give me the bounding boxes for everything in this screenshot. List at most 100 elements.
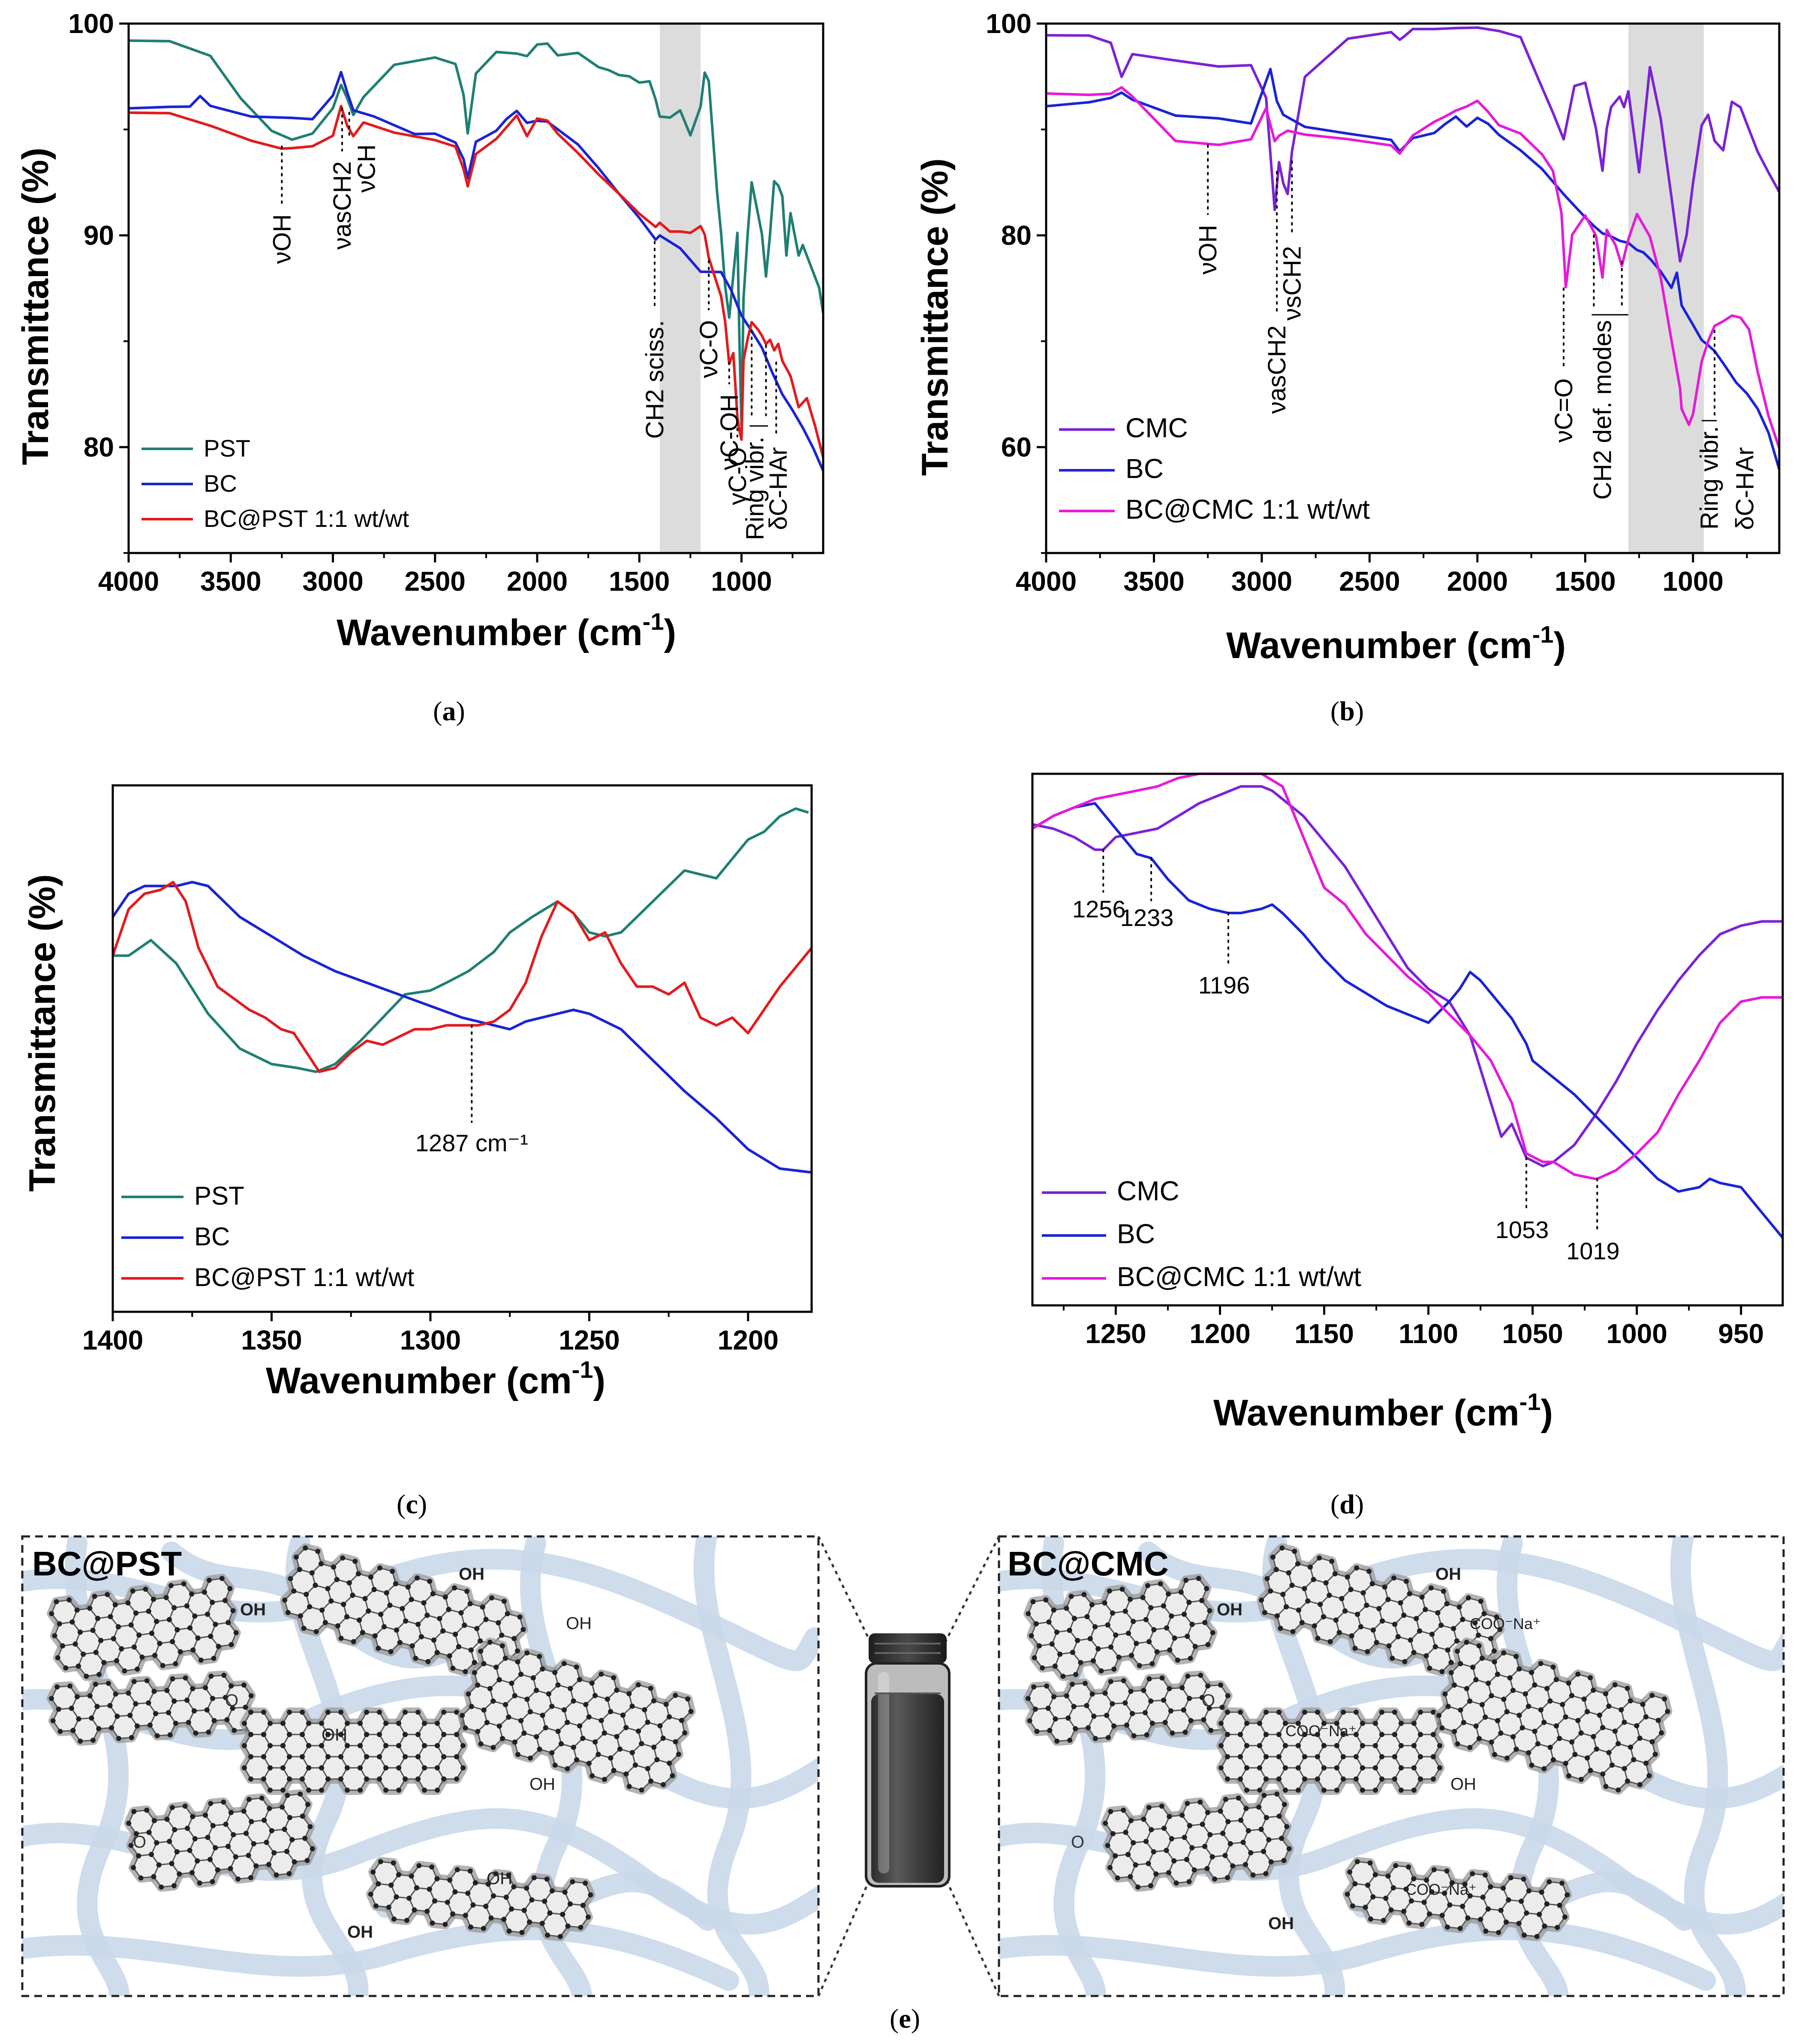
- x-tick-label: 1500: [1555, 566, 1615, 597]
- bc-cmc-title: BC@CMC: [1008, 1545, 1169, 1583]
- x-tick-label: 1300: [400, 1325, 461, 1356]
- graphene-flake: [1023, 1670, 1234, 1746]
- x-tick-label: 1250: [559, 1325, 620, 1356]
- annotation-label: νC=O: [1550, 378, 1578, 442]
- polymer-chain: [1496, 1536, 1569, 1996]
- functional-group-label: OH: [566, 1614, 592, 1633]
- legend-label: BC: [1125, 453, 1164, 484]
- annotation-label: νC-OH: [716, 394, 743, 470]
- annotation-label: νsCH2: [1278, 246, 1306, 321]
- graphene-flake: [47, 1670, 258, 1746]
- x-tick-label: 1200: [718, 1325, 779, 1356]
- functional-group-label: OH: [1435, 1565, 1461, 1584]
- annotation-label: νasCH2: [328, 161, 356, 249]
- panel-letter-d: (d): [1330, 1489, 1364, 1519]
- functional-group-label: OH: [487, 1869, 512, 1888]
- graphene-flake: [1342, 1857, 1572, 1942]
- bc-cmc-illustration: OH OH OH COO⁻Na⁺ COO⁻Na⁺ OH COO⁻Na⁺ O O: [999, 1536, 1784, 1996]
- x-tick-label: 2500: [1339, 566, 1400, 597]
- annotation-label: Ring vibr.: [741, 436, 769, 540]
- panel-b-chart: 4000 3500 3000 2500 2000 1500 1000 60 80 100 νOH ν…: [915, 8, 1781, 666]
- bc-pst-title: BC@PST: [32, 1545, 182, 1583]
- vial-dispersion: [871, 1694, 944, 1883]
- annotation-label: 1053: [1495, 1216, 1549, 1243]
- polymer-chain: [999, 1919, 1716, 1991]
- graphene-flake: [47, 1574, 241, 1681]
- panel-a-plot-frame: [127, 22, 824, 554]
- series-line-bc: [111, 881, 812, 1174]
- panel-letter-b: (b): [1330, 696, 1364, 726]
- annotation-label: CH2 def. modes: [1589, 320, 1617, 500]
- panel-c-chart: 1400 1350 1300 1250 1200 1287 cm⁻¹ PST BC BC@P…: [22, 784, 813, 1401]
- polymer-chain: [1670, 1536, 1746, 1996]
- x-tick-label: 2000: [507, 566, 568, 597]
- panel-b-plot-frame: [1045, 22, 1781, 554]
- series-line-bc-pst-1-1-wt-wt: [128, 105, 824, 458]
- x-tick-label: 1150: [1294, 1318, 1354, 1349]
- functional-group-label: COO⁻Na⁺: [1470, 1615, 1541, 1632]
- shaded-region: [659, 24, 701, 553]
- panel-c-plot-frame: [111, 784, 813, 1313]
- legend-label: BC@CMC 1:1 wt/wt: [1125, 494, 1370, 525]
- shaded-region: [1628, 24, 1704, 553]
- functional-group-label: OH: [529, 1775, 555, 1794]
- x-tick-label: 1000: [711, 566, 772, 597]
- graphene-flake: [1023, 1574, 1218, 1681]
- graphene-flake: [366, 1857, 596, 1942]
- functional-group-label: O: [225, 1691, 238, 1710]
- polymer-chain: [520, 1536, 592, 1996]
- graphene-flake: [240, 1707, 468, 1795]
- annotation-label: 1233: [1120, 904, 1174, 931]
- x-tick-label: 1000: [1606, 1318, 1667, 1349]
- legend-label: BC@PST 1:1 wt/wt: [204, 505, 409, 532]
- legend-label: CMC: [1125, 412, 1188, 443]
- x-tick-label: 1350: [241, 1325, 302, 1356]
- panel-a-xlabel: Wavenumber (cm-1): [337, 608, 676, 653]
- x-tick-label: 2500: [405, 566, 466, 597]
- y-tick-label: 80: [84, 432, 114, 463]
- x-tick-label: 3000: [302, 566, 363, 597]
- panel-b-xlabel: Wavenumber (cm-1): [1226, 621, 1566, 666]
- panel-a-ylabel: Transmittance (%): [15, 147, 56, 465]
- annotation-label: νCH: [353, 144, 381, 193]
- panel-letter-e: (e): [890, 2003, 920, 2034]
- functional-group-label: OH: [240, 1600, 266, 1619]
- x-tick-label: 3000: [1231, 566, 1292, 597]
- legend-label: BC@PST 1:1 wt/wt: [194, 1263, 415, 1292]
- annotation-label: νOH: [1194, 225, 1222, 274]
- functional-group-label: OH: [1268, 1914, 1294, 1933]
- annotation-label: δC-HAr: [1731, 447, 1759, 530]
- functional-group-label: COO⁻Na⁺: [1285, 1722, 1357, 1740]
- panel-c-xlabel: Wavenumber (cm-1): [266, 1356, 605, 1401]
- panel-e-schematic: OH OH OH OH OH OH OH O O BC@PST OH OH OH COO⁻Na⁺ COO…: [21, 1535, 1785, 1997]
- panel-b-ylabel: Transmittance (%): [915, 158, 956, 476]
- series-line-bc-cmc-1-1-wt-wt: [1046, 86, 1781, 449]
- y-tick-label: 60: [1001, 432, 1032, 463]
- series-line-bc-cmc-1-1-wt-wt: [1032, 773, 1783, 1180]
- x-tick-label: 4000: [1016, 566, 1077, 597]
- x-tick-label: 4000: [98, 566, 159, 597]
- graphene-flake: [1101, 1789, 1294, 1892]
- annotation-label: γC-O: [724, 447, 752, 505]
- polymer-chain: [22, 1919, 739, 1991]
- annotation-label: δC-HAr: [764, 447, 792, 530]
- graphene-flake: [124, 1789, 317, 1892]
- vial-illustration: [865, 1633, 951, 1888]
- x-tick-label: 1050: [1502, 1318, 1563, 1349]
- y-tick-label: 80: [1001, 220, 1032, 251]
- series-line-bc: [1046, 68, 1781, 470]
- x-tick-label: 950: [1718, 1318, 1764, 1349]
- functional-group-label: O: [1071, 1833, 1084, 1852]
- zoom-lines: [817, 1536, 1000, 1997]
- x-tick-label: 2000: [1447, 566, 1508, 597]
- legend-label: CMC: [1117, 1175, 1179, 1206]
- panel-c-ylabel: Transmittance (%): [22, 874, 63, 1192]
- panel-d-xlabel: Wavenumber (cm-1): [1213, 1388, 1553, 1434]
- x-tick-label: 1100: [1399, 1318, 1458, 1349]
- functional-group-label: O: [1202, 1691, 1215, 1710]
- functional-group-label: OH: [347, 1923, 373, 1942]
- x-tick-label: 3500: [1123, 566, 1184, 597]
- series-line-cmc: [1032, 785, 1783, 1168]
- legend-label: PST: [194, 1181, 244, 1210]
